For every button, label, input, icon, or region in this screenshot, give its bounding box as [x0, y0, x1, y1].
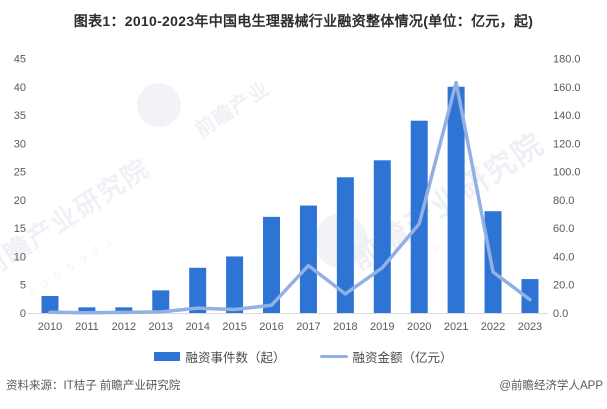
right-axis-tick: 80.0: [553, 195, 574, 207]
right-axis-tick: 40.0: [553, 251, 574, 263]
x-axis-label-2017: 2017: [296, 321, 320, 333]
left-axis-tick: 15: [14, 223, 26, 235]
left-axis-tick: 0: [20, 308, 26, 320]
right-axis-tick: 140.0: [553, 110, 581, 122]
source-note: 资料来源：IT桔子 前瞻产业研究院: [6, 380, 181, 392]
bar-2010: [41, 296, 59, 313]
left-axis-tick: 45: [14, 54, 26, 66]
bar-2012: [115, 307, 133, 313]
right-axis-tick: 120.0: [553, 138, 581, 150]
right-axis-tick: 100.0: [553, 167, 581, 179]
left-axis-tick: 5: [20, 280, 26, 292]
legend-events-label: 融资事件数（起）: [185, 351, 286, 365]
x-axis-label-2013: 2013: [149, 321, 173, 333]
x-axis-label-2022: 2022: [481, 321, 505, 333]
x-axis-label-2023: 2023: [518, 321, 542, 333]
right-axis-tick: 160.0: [553, 82, 581, 94]
left-axis-tick: 30: [14, 138, 26, 150]
bar-series-marker: [154, 352, 181, 361]
x-axis-label-2019: 2019: [370, 321, 394, 333]
x-axis-label-2015: 2015: [222, 321, 246, 333]
left-axis-tick: 25: [14, 167, 26, 179]
amount-line: [48, 80, 532, 315]
bar-2021: [447, 86, 465, 314]
right-axis-tick: 20.0: [553, 280, 574, 292]
line-series-marker: [319, 355, 348, 358]
legend-amount-label: 融资金额（亿元）: [352, 351, 453, 365]
bar-2022: [484, 211, 502, 313]
left-axis-tick: 20: [14, 195, 26, 207]
chart-title: 图表1：2010-2023年中国电生理器械行业融资整体情况(单位：亿元，起): [73, 13, 534, 29]
left-axis-tick: 40: [14, 82, 26, 94]
bar-2014: [189, 267, 207, 313]
x-axis-label-2014: 2014: [185, 321, 209, 333]
x-axis-label-2020: 2020: [407, 321, 431, 333]
bar-2016: [263, 216, 281, 313]
left-axis-tick: 10: [14, 251, 26, 263]
x-axis-label-2018: 2018: [333, 321, 357, 333]
right-axis-tick: 180.0: [553, 54, 581, 66]
brand-note: @前瞻经济学人APP: [499, 380, 603, 392]
bar-2015: [226, 256, 244, 313]
footer: 资料来源：IT桔子 前瞻产业研究院 @前瞻经济学人APP: [6, 377, 603, 393]
x-axis-label-2012: 2012: [112, 321, 136, 333]
x-axis-label-2010: 2010: [38, 321, 62, 333]
x-axis-label-2021: 2021: [444, 321, 468, 333]
legend-item-events: 融资事件数（起）: [154, 347, 286, 366]
bar-2020: [410, 120, 428, 313]
legend: 融资事件数（起） 融资金额（亿元）: [0, 347, 607, 366]
bar-2023: [521, 279, 539, 313]
right-axis-tick: 0.0: [553, 308, 568, 320]
bar-2019: [373, 160, 391, 313]
plot-area: 0 5 10 15 20 25 30 35 40 45 0.0 20.0 40.0 60.0 80.0 100…: [14, 54, 581, 334]
left-axis-tick: 35: [14, 110, 26, 122]
bar-2013: [152, 290, 170, 313]
bar-2017: [299, 205, 317, 313]
x-axis-label-2016: 2016: [259, 321, 283, 333]
legend-item-amount: 融资金额（亿元）: [319, 347, 453, 366]
x-axis-label-2011: 2011: [75, 321, 99, 333]
right-axis-tick: 60.0: [553, 223, 574, 235]
bar-2011: [78, 307, 96, 313]
